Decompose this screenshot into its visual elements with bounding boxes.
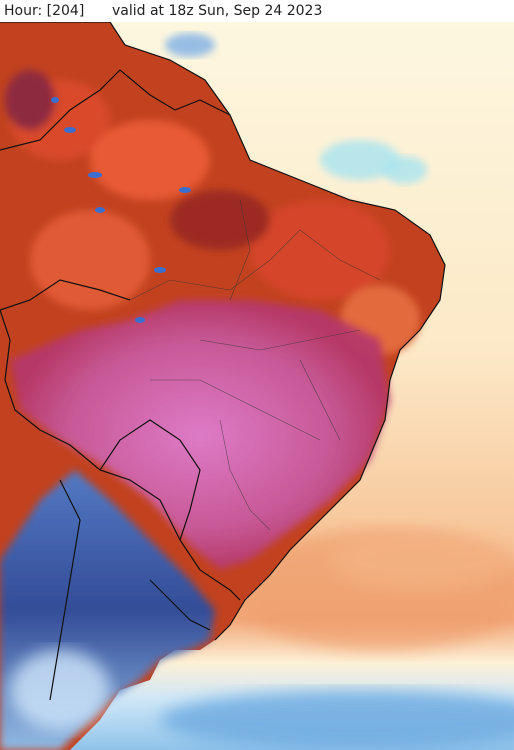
extreme-heat-core xyxy=(10,300,390,570)
state-borders xyxy=(129,199,381,531)
temperature-anomaly-map xyxy=(0,22,514,750)
valid-time-label: valid at 18z Sun, Sep 24 2023 xyxy=(112,3,323,19)
country-borders xyxy=(0,22,446,701)
ocean-cool-patch xyxy=(320,140,400,180)
forecast-hour-label: Hour: [204] xyxy=(4,3,85,19)
cool-speckles xyxy=(51,97,191,323)
map-header: Hour: [204] valid at 18z Sun, Sep 24 202… xyxy=(0,0,514,22)
